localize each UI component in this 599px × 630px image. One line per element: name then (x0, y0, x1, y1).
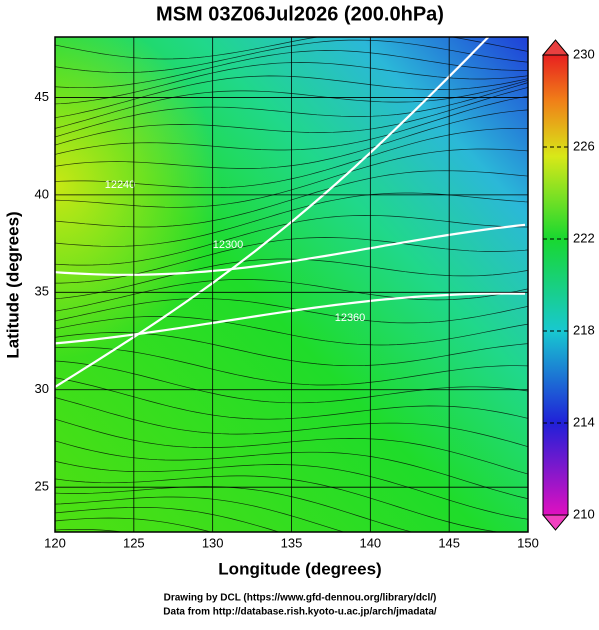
streamline (55, 332, 528, 367)
streamline (55, 50, 528, 89)
streamline (55, 360, 528, 404)
colorbar-cap-bottom (541, 514, 570, 531)
contour-label: 12360 (335, 312, 366, 324)
streamline (55, 377, 528, 420)
y-tick-label: 40 (35, 186, 49, 201)
x-tick-label: 150 (517, 535, 539, 550)
streamline (55, 315, 528, 346)
streamline (55, 517, 213, 532)
chart-title: MSM 03Z06Jul2026 (200.0hPa) (156, 3, 444, 25)
streamline (55, 506, 280, 532)
streamline (55, 418, 528, 475)
streamline (55, 397, 528, 448)
x-axis-label: Longitude (degrees) (218, 559, 381, 578)
colorbar-tick-label: 230 (573, 46, 595, 61)
streamline (55, 279, 528, 312)
streamline (55, 170, 528, 228)
y-tick-label: 45 (35, 89, 49, 104)
streamline (55, 486, 414, 532)
credit: Drawing by DCL (https://www.gfd-dennou.o… (164, 593, 437, 604)
x-tick-label: 120 (44, 535, 66, 550)
streamline (55, 37, 528, 60)
streamline (55, 39, 528, 73)
plot-frame (54, 36, 529, 533)
colorbar-tick-label: 210 (573, 506, 595, 521)
streamline (55, 62, 528, 105)
x-tick-label: 130 (202, 535, 224, 550)
contour (55, 223, 526, 276)
colorbar-tick-label: 226 (573, 138, 595, 153)
streamline (55, 298, 528, 324)
contour (55, 37, 490, 388)
colorbar-cap-top (541, 39, 570, 56)
credit: Data from http://database.rish.kyoto-u.a… (163, 607, 437, 618)
streamline (55, 82, 528, 138)
y-tick-label: 30 (35, 381, 49, 396)
streamline (55, 475, 501, 532)
y-axis-label: Latitude (degrees) (3, 211, 22, 358)
streamline (55, 87, 528, 146)
streamline (55, 460, 528, 520)
streamline (55, 127, 528, 189)
streamline (55, 258, 528, 300)
colorbar-tick-label: 222 (573, 230, 595, 245)
contour-label: 12240 (105, 179, 136, 191)
colorbar-tick-label: 214 (573, 414, 595, 429)
streamlines: 12240 12300 12360 (55, 37, 528, 532)
x-tick-label: 135 (281, 535, 303, 550)
colorbar (542, 54, 569, 516)
y-tick-label: 35 (35, 284, 49, 299)
streamline (55, 496, 345, 532)
contour (55, 292, 526, 345)
x-tick-label: 125 (123, 535, 145, 550)
x-tick-label: 140 (359, 535, 381, 550)
streamline (55, 346, 528, 386)
y-tick-label: 25 (35, 479, 49, 494)
streamline (55, 440, 528, 500)
streamline (55, 75, 528, 119)
x-tick-label: 145 (438, 535, 460, 550)
streamline (55, 148, 528, 208)
streamline (55, 109, 528, 169)
contour-label: 12300 (213, 239, 244, 251)
streamline (55, 95, 528, 155)
streamline (55, 79, 528, 129)
streamline (55, 237, 528, 284)
colorbar-tick-label: 218 (573, 322, 595, 337)
